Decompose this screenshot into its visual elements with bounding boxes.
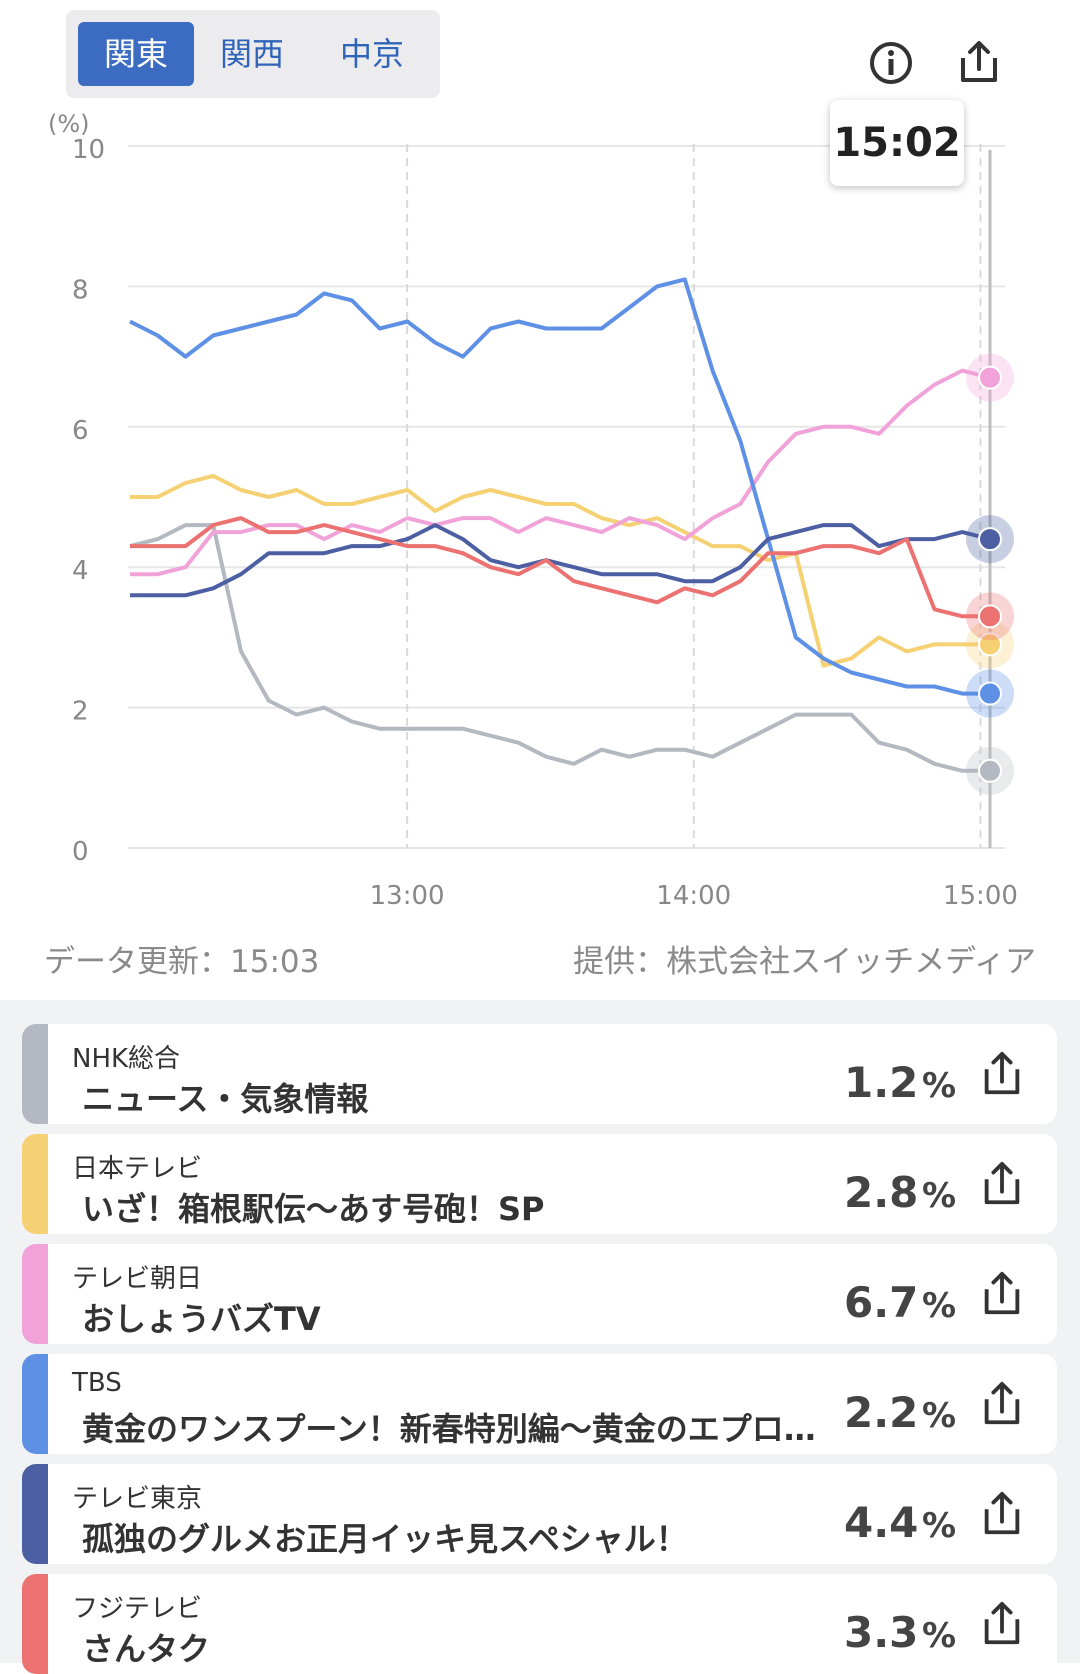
program-card-tvasahi[interactable]: テレビ朝日 おしょうバズTV 6.7 % <box>22 1244 1057 1344</box>
tab-chukyo[interactable]: 中京 <box>314 22 430 86</box>
x-tick-label: 13:00 <box>370 881 445 911</box>
share-icon[interactable] <box>954 38 1004 88</box>
y-tick-label: 2 <box>72 697 89 727</box>
channel-name: テレビ朝日 <box>72 1264 203 1294</box>
channel-color-bar <box>22 1464 48 1564</box>
channel-name: TBS <box>72 1368 122 1398</box>
rating-unit: % <box>922 1506 957 1546</box>
y-tick-label: 6 <box>72 416 89 446</box>
info-icon[interactable] <box>866 38 916 88</box>
channel-color-bar <box>22 1574 48 1674</box>
rating-unit: % <box>922 1066 957 1106</box>
channel-color-bar <box>22 1244 48 1344</box>
program-title: ニュース・気象情報 <box>82 1080 369 1118</box>
program-card-tvtokyo[interactable]: テレビ東京 孤独のグルメお正月イッキ見スペシャル！ 4.4 % <box>22 1464 1057 1564</box>
program-card-nhk[interactable]: NHK総合 ニュース・気象情報 1.2 % <box>22 1024 1057 1124</box>
program-title: 黄金のワンスプーン！新春特別編～黄金のエプロン～ <box>82 1410 842 1448</box>
program-card-ntv[interactable]: 日本テレビ いざ！箱根駅伝～あす号砲！SP 2.8 % <box>22 1134 1057 1234</box>
channel-color-bar <box>22 1134 48 1234</box>
rating-value: 4.4 <box>844 1498 919 1547</box>
y-tick-label: 0 <box>72 837 89 867</box>
share-icon[interactable] <box>978 1270 1026 1318</box>
y-axis-unit: (%) <box>48 110 90 138</box>
rating-value: 1.2 <box>844 1058 919 1107</box>
provider-label: 提供：株式会社スイッチメディア <box>573 944 1036 980</box>
rating-unit: % <box>922 1616 957 1656</box>
channel-color-bar <box>22 1354 48 1454</box>
channel-name: NHK総合 <box>72 1044 181 1074</box>
share-icon[interactable] <box>978 1380 1026 1428</box>
program-title: さんタク <box>82 1630 211 1668</box>
series-line-テレビ朝日 <box>130 368 991 577</box>
series-line-TBS <box>129 277 990 696</box>
rating-unit: % <box>922 1396 957 1436</box>
x-tick-label: 15:00 <box>943 881 1018 911</box>
share-icon[interactable] <box>978 1160 1026 1208</box>
channel-color-bar <box>22 1024 48 1124</box>
series-end-marker <box>978 604 1002 629</box>
tab-kanto[interactable]: 関東 <box>78 22 194 86</box>
x-tick-label: 14:00 <box>656 881 731 911</box>
channel-name: フジテレビ <box>72 1594 203 1624</box>
data-updated-label: データ更新：15:03 <box>44 944 320 980</box>
y-tick-label: 4 <box>72 556 89 586</box>
series-line-フジテレビ <box>130 516 990 619</box>
program-list: NHK総合 ニュース・気象情報 1.2 % 日本テレビ いざ！箱根駅伝～あす号砲… <box>0 1000 1080 1674</box>
share-icon[interactable] <box>978 1600 1026 1648</box>
channel-name: 日本テレビ <box>72 1154 203 1184</box>
rating-value: 6.7 <box>844 1278 919 1327</box>
channel-name: テレビ東京 <box>72 1484 203 1514</box>
rating-value: 2.2 <box>844 1388 919 1437</box>
program-title: おしょうバズTV <box>82 1300 321 1338</box>
rating-unit: % <box>922 1176 957 1216</box>
series-end-marker <box>978 681 1002 706</box>
series-end-marker <box>978 632 1002 657</box>
series-end-marker <box>978 365 1002 390</box>
series-line-NHK総合 <box>129 523 990 773</box>
time-tooltip: 15:02 <box>830 100 964 186</box>
region-tabs: 関東 関西 中京 <box>66 10 440 98</box>
rating-value: 2.8 <box>844 1168 919 1217</box>
rating-value: 3.3 <box>844 1608 919 1657</box>
tab-kansai[interactable]: 関西 <box>194 22 310 86</box>
series-line-テレビ東京 <box>130 523 991 598</box>
program-title: 孤独のグルメお正月イッキ見スペシャル！ <box>82 1520 688 1558</box>
series-end-marker <box>978 527 1002 552</box>
share-icon[interactable] <box>978 1490 1026 1538</box>
series-end-marker <box>978 758 1002 783</box>
rating-unit: % <box>922 1286 957 1326</box>
program-card-fuji[interactable]: フジテレビ さんタク 3.3 % <box>22 1574 1057 1674</box>
program-title: いざ！箱根駅伝～あす号砲！SP <box>82 1190 545 1228</box>
share-icon[interactable] <box>978 1050 1026 1098</box>
ratings-line-chart: (%)10 8 6 4 2 0 13:00 14:00 15:00 <box>48 110 1018 911</box>
y-tick-label: 8 <box>72 275 89 305</box>
program-card-tbs[interactable]: TBS 黄金のワンスプーン！新春特別編～黄金のエプロン～ 2.2 % <box>22 1354 1057 1454</box>
y-tick-label: 10 <box>72 135 105 165</box>
series-line-日本テレビ <box>130 473 990 668</box>
